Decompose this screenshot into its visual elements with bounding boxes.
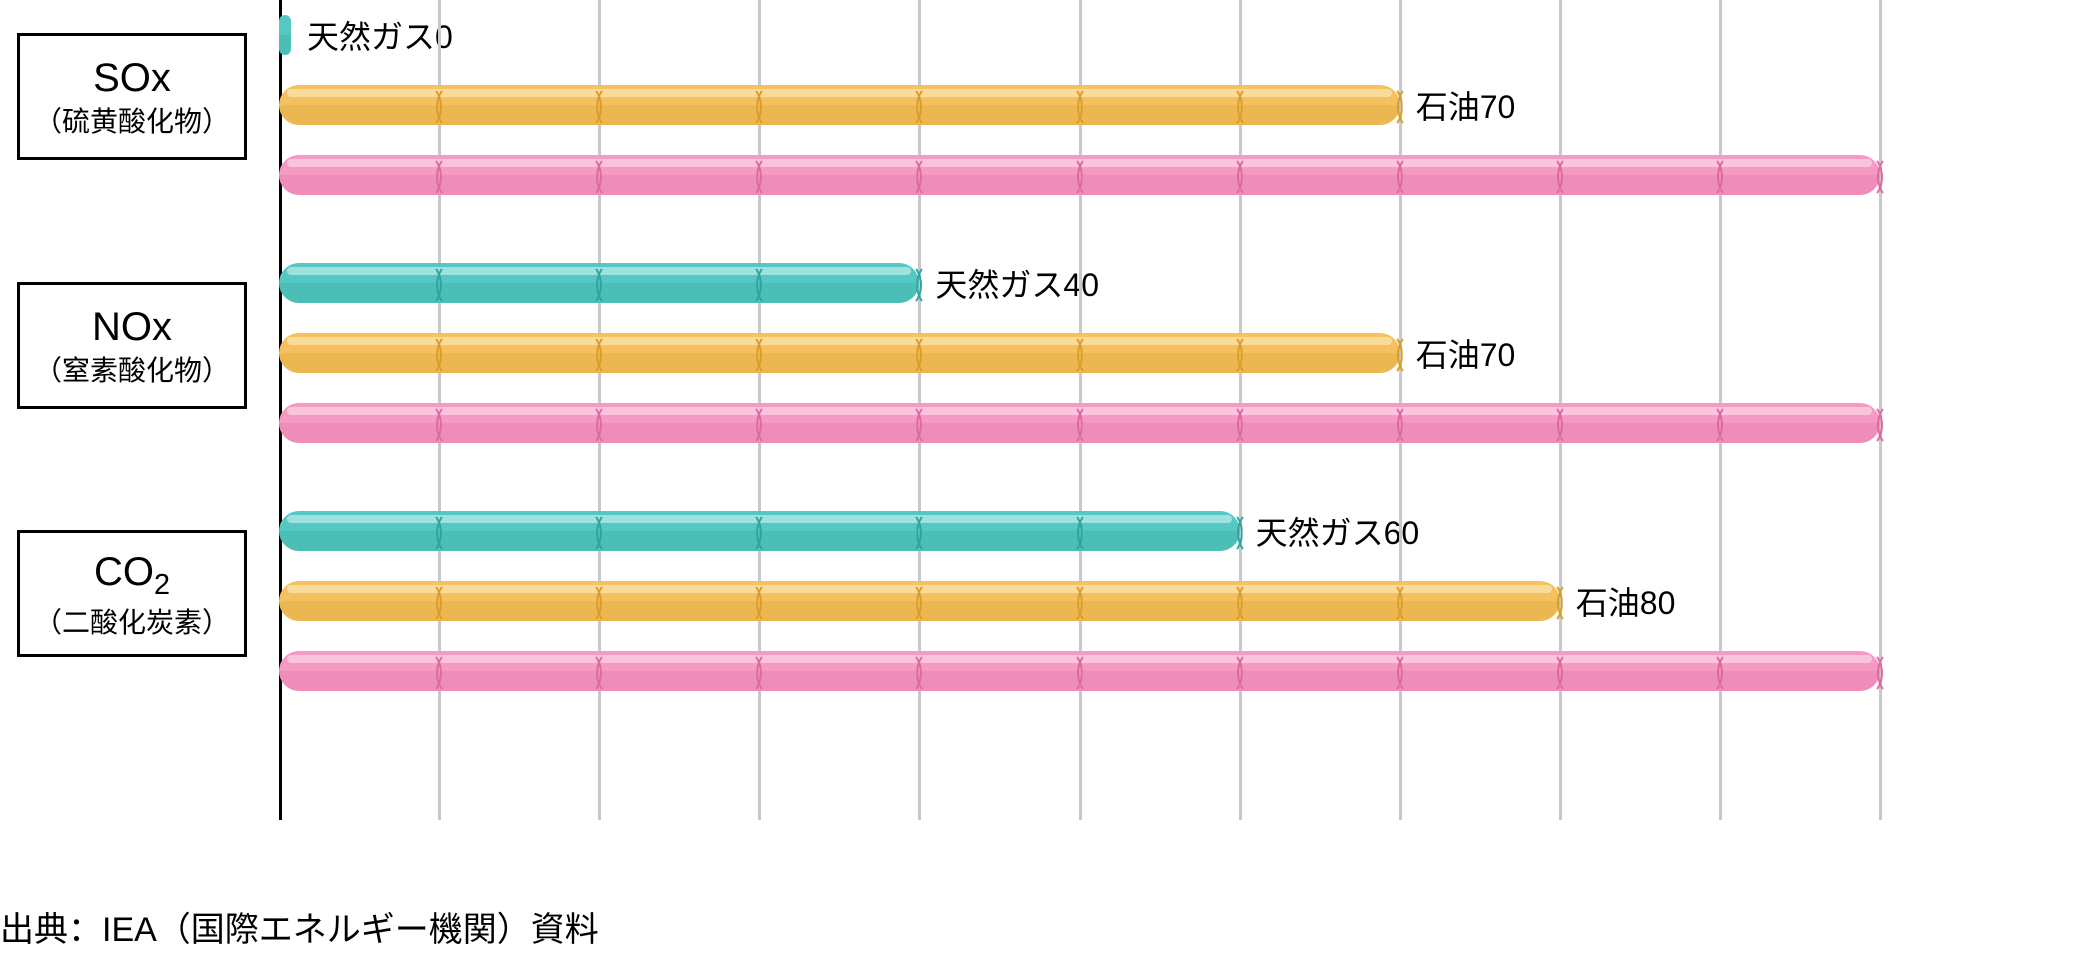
bar-label: 天然ガス60 xyxy=(1256,508,1420,554)
bar-tick-lens xyxy=(752,651,766,691)
bar-tick-lens xyxy=(1393,333,1407,373)
bar-tick-lens xyxy=(592,651,606,691)
bar-tick-lens xyxy=(1073,581,1087,621)
category-box-co2: CO2（二酸化炭素） xyxy=(17,530,247,657)
bar-tick-lens xyxy=(432,263,446,303)
bar-tick-lens xyxy=(1233,651,1247,691)
category-box-sox: SOx（硫黄酸化物） xyxy=(17,33,247,160)
bar-tick-lens xyxy=(592,511,606,551)
bar-tick-lens xyxy=(1873,651,1887,691)
bar-tick-lens xyxy=(432,155,446,195)
bar-tick-lens xyxy=(752,511,766,551)
bar-highlight xyxy=(287,337,1392,345)
bar-tick-lens xyxy=(752,581,766,621)
bar-tick-lens xyxy=(1073,511,1087,551)
bar-tick-lens xyxy=(432,333,446,373)
category-box-nox: NOx（窒素酸化物） xyxy=(17,282,247,409)
bar-tick-lens xyxy=(432,85,446,125)
bar-tick-lens xyxy=(752,263,766,303)
bar-tick-lens xyxy=(752,403,766,443)
bar-tick-lens xyxy=(912,85,926,125)
bar-tick-lens xyxy=(1393,581,1407,621)
category-title: NOx xyxy=(92,301,172,353)
bar-tick-lens xyxy=(592,403,606,443)
bar-tick-lens xyxy=(912,155,926,195)
category-title: SOx xyxy=(93,52,171,104)
bar-tick-lens xyxy=(1393,651,1407,691)
bar-tick-lens xyxy=(912,511,926,551)
bar-label: 天然ガス40 xyxy=(935,260,1099,306)
bar-tick-lens xyxy=(912,263,926,303)
bar-tick-lens xyxy=(1233,85,1247,125)
bar-shade xyxy=(279,35,291,55)
bar-tick-lens xyxy=(1713,651,1727,691)
bar-tick-lens xyxy=(592,581,606,621)
bar-tick-lens xyxy=(1073,403,1087,443)
bar-tick-lens xyxy=(752,333,766,373)
bar-tick-lens xyxy=(1873,155,1887,195)
bar-tick-lens xyxy=(1393,403,1407,443)
bar-sox-naturalgas xyxy=(279,15,291,55)
bar-label: 天然ガス0 xyxy=(307,12,453,58)
bar-tick-lens xyxy=(912,581,926,621)
bar-tick-lens xyxy=(1553,581,1567,621)
bar-tick-lens xyxy=(1073,333,1087,373)
bar-tick-lens xyxy=(432,581,446,621)
bar-tick-lens xyxy=(432,651,446,691)
bar-tick-lens xyxy=(1073,85,1087,125)
bar-tick-lens xyxy=(592,85,606,125)
category-title: CO2 xyxy=(94,546,170,604)
bar-tick-lens xyxy=(1233,403,1247,443)
category-subtitle: （硫黄酸化物） xyxy=(34,104,230,140)
bar-tick-lens xyxy=(592,263,606,303)
bar-tick-lens xyxy=(912,333,926,373)
bar-tick-lens xyxy=(1553,651,1567,691)
bar-tick-lens xyxy=(1073,155,1087,195)
bar-tick-lens xyxy=(1073,651,1087,691)
bar-tick-lens xyxy=(432,403,446,443)
bar-tick-lens xyxy=(912,403,926,443)
category-subtitle: （窒素酸化物） xyxy=(34,353,230,389)
bar-tick-lens xyxy=(432,511,446,551)
bar-label: 石油80 xyxy=(1576,578,1676,624)
chart-plot-area: 天然ガス0石油70石炭100天然ガス40石油70石炭100天然ガス60石油80石… xyxy=(279,0,1880,820)
bar-tick-lens xyxy=(1713,155,1727,195)
bar-tick-lens xyxy=(1393,85,1407,125)
bar-highlight xyxy=(287,89,1392,97)
bar-tick-lens xyxy=(592,155,606,195)
bar-label: 石油70 xyxy=(1416,330,1516,376)
bar-tick-lens xyxy=(1873,403,1887,443)
bar-tick-lens xyxy=(1233,333,1247,373)
bar-tick-lens xyxy=(592,333,606,373)
category-subtitle: （二酸化炭素） xyxy=(34,605,230,641)
bar-tick-lens xyxy=(1233,511,1247,551)
bar-tick-lens xyxy=(1713,403,1727,443)
bar-label: 石油70 xyxy=(1416,82,1516,128)
bar-tick-lens xyxy=(1233,581,1247,621)
bar-tick-lens xyxy=(752,85,766,125)
bar-tick-lens xyxy=(1233,155,1247,195)
chart-source-text: 出典：IEA（国際エネルギー機関）資料 xyxy=(0,902,599,951)
bar-tick-lens xyxy=(1393,155,1407,195)
bar-tick-lens xyxy=(912,651,926,691)
bar-tick-lens xyxy=(1553,155,1567,195)
bar-tick-lens xyxy=(1553,403,1567,443)
bar-tick-lens xyxy=(752,155,766,195)
